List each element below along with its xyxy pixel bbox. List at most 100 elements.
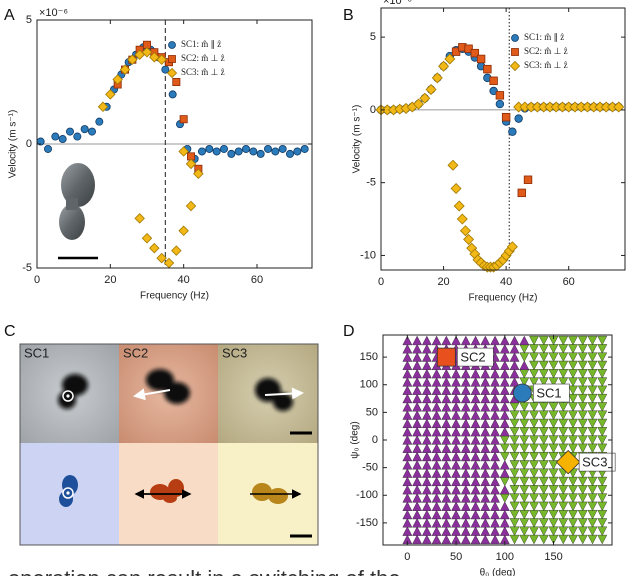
marker bbox=[293, 147, 302, 156]
marker-label: SC2 bbox=[460, 350, 485, 365]
grid-triangle bbox=[577, 393, 588, 404]
grid-triangle bbox=[421, 352, 432, 362]
x-tick-label: 0 bbox=[34, 274, 40, 286]
grid-triangle bbox=[451, 509, 462, 520]
grid-triangle bbox=[538, 476, 549, 487]
grid-triangle bbox=[538, 451, 549, 462]
grid-triangle bbox=[558, 402, 569, 412]
grid-triangle bbox=[421, 410, 432, 420]
grid-triangle bbox=[558, 534, 569, 545]
grid-triangle bbox=[548, 402, 559, 412]
grid-triangle bbox=[441, 335, 452, 346]
tile-label: SC2 bbox=[123, 345, 148, 360]
y-tick-label: 0 bbox=[26, 138, 32, 150]
grid-triangle bbox=[568, 360, 578, 371]
grid-triangle bbox=[412, 335, 423, 346]
grid-triangle bbox=[509, 443, 520, 454]
marker bbox=[501, 112, 511, 122]
grid-triangle bbox=[509, 335, 520, 346]
grid-triangle bbox=[587, 360, 598, 371]
grid-triangle bbox=[509, 460, 520, 470]
grid-triangle bbox=[451, 493, 462, 503]
grid-triangle bbox=[441, 443, 452, 453]
grid-triangle bbox=[490, 410, 500, 420]
grid-triangle bbox=[538, 485, 549, 495]
grid-triangle bbox=[480, 393, 491, 404]
grid-triangle bbox=[577, 534, 588, 545]
grid-triangle bbox=[499, 435, 510, 445]
marker bbox=[193, 168, 204, 180]
grid-triangle bbox=[597, 435, 608, 445]
grid-triangle bbox=[441, 526, 452, 536]
x-tick-label: 150 bbox=[544, 551, 562, 563]
panel-c-images bbox=[19, 343, 319, 546]
grid-triangle bbox=[597, 510, 608, 520]
grid-triangle bbox=[499, 493, 510, 503]
grid-triangle bbox=[577, 501, 588, 512]
axis-multiplier: ×10⁻⁶ bbox=[39, 7, 68, 19]
grid-triangle bbox=[519, 410, 530, 420]
marker bbox=[95, 117, 104, 126]
grid-triangle bbox=[509, 435, 520, 445]
grid-triangle bbox=[490, 377, 500, 387]
grid-triangle bbox=[529, 435, 539, 445]
marker bbox=[227, 149, 236, 158]
grid-triangle bbox=[548, 418, 559, 429]
marker bbox=[285, 149, 294, 158]
grid-triangle bbox=[421, 360, 432, 370]
marker bbox=[300, 144, 309, 153]
grid-triangle bbox=[490, 435, 500, 445]
grid-triangle bbox=[451, 468, 462, 478]
grid-triangle bbox=[568, 377, 578, 387]
grid-triangle bbox=[480, 460, 491, 470]
grid-triangle bbox=[548, 443, 559, 454]
grid-triangle bbox=[577, 493, 588, 503]
grid-triangle bbox=[587, 501, 598, 512]
grid-triangle bbox=[460, 476, 471, 487]
grid-triangle bbox=[451, 501, 462, 511]
grid-triangle bbox=[451, 377, 462, 387]
legend-marker bbox=[168, 55, 176, 63]
grid-triangle bbox=[431, 435, 442, 445]
grid-triangle bbox=[509, 518, 520, 528]
grid-triangle bbox=[548, 518, 559, 528]
chart bbox=[402, 335, 608, 545]
grid-triangle bbox=[548, 369, 559, 379]
grid-triangle bbox=[451, 476, 462, 487]
chart bbox=[36, 20, 312, 269]
grid-triangle bbox=[460, 526, 471, 536]
grid-triangle bbox=[597, 493, 608, 503]
grid-triangle bbox=[529, 344, 539, 354]
grid-triangle bbox=[568, 493, 578, 503]
grid-triangle bbox=[412, 493, 423, 503]
grid-triangle bbox=[577, 352, 588, 362]
marker bbox=[141, 232, 153, 244]
grid-triangle bbox=[460, 451, 471, 462]
panel-letter: D bbox=[343, 323, 355, 340]
grid-triangle bbox=[519, 443, 530, 454]
grid-triangle bbox=[587, 526, 598, 537]
grid-triangle bbox=[597, 534, 608, 545]
grid-triangle bbox=[558, 443, 569, 454]
grid-triangle bbox=[460, 443, 471, 453]
grid-triangle bbox=[499, 343, 510, 354]
grid-triangle bbox=[441, 410, 452, 420]
grid-triangle bbox=[529, 352, 539, 362]
grid-triangle bbox=[558, 518, 569, 528]
marker bbox=[278, 144, 287, 153]
chart bbox=[375, 8, 625, 273]
grid-triangle bbox=[529, 526, 539, 537]
grid-triangle bbox=[480, 509, 491, 520]
grid-triangle bbox=[577, 418, 588, 429]
grid-triangle bbox=[568, 518, 578, 528]
grid-triangle bbox=[587, 534, 598, 545]
marker bbox=[134, 213, 145, 224]
grid-triangle bbox=[441, 534, 452, 545]
legend-label: SC2: m̂ ⊥ ẑ bbox=[524, 46, 568, 56]
grid-triangle bbox=[460, 368, 471, 379]
grid-triangle bbox=[421, 435, 432, 445]
grid-triangle bbox=[490, 368, 500, 379]
grid-triangle bbox=[431, 460, 442, 470]
grid-triangle bbox=[509, 485, 520, 495]
grid-triangle bbox=[587, 377, 598, 387]
